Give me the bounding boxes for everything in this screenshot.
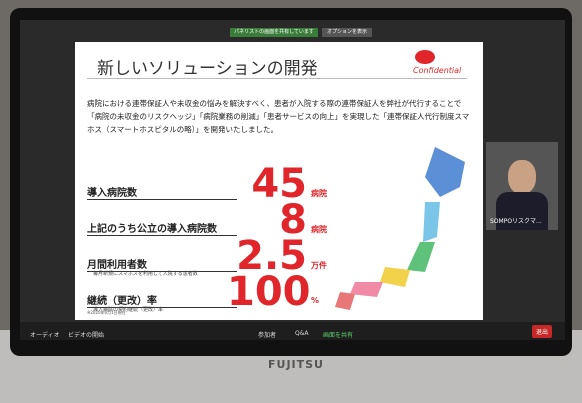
stat-value: 100 (227, 272, 307, 312)
stat-label: 上記のうち公立の導入病院数 (87, 220, 237, 236)
confidential: Confidential (413, 66, 461, 75)
share-notice: パネリストの画面を共有しています (230, 28, 318, 37)
slide-title: 新しいソリューションの開発 (97, 54, 318, 79)
slide: 新しいソリューションの開発 Confidential 病院における連帯保証人や未… (75, 42, 483, 320)
share-button[interactable]: 画面を共有 (323, 330, 353, 339)
footnote: ※2020年6月1日現在 (87, 310, 126, 316)
japan-map (325, 142, 475, 312)
stat-label: 導入病院数 (87, 184, 237, 200)
toolbar: オーディオ ビデオの開始 参加者 Q&A 画面を共有 退出 (20, 322, 565, 340)
qa-button[interactable]: Q&A (295, 330, 309, 337)
participants-button[interactable]: 参加者 (258, 330, 276, 339)
video-tile: SOMPOリスクマ... (486, 142, 558, 230)
stat-note: 毎月新規にスマホスを利用して入院する患者数 (93, 270, 198, 277)
stat-unit: % (311, 296, 319, 305)
video-button[interactable]: ビデオの開始 (68, 330, 104, 339)
stat-unit: 病院 (311, 224, 327, 235)
audio-button[interactable]: オーディオ (30, 330, 60, 339)
brand: FUJITSU (268, 358, 324, 371)
stat-unit: 万件 (311, 260, 327, 271)
video-name: SOMPOリスクマ... (490, 216, 542, 225)
title-rule (87, 78, 467, 79)
speaker (508, 160, 536, 194)
leave-button[interactable]: 退出 (532, 325, 552, 338)
photo: パネリストの画面を共有しています オプションを表示 新しいソリューションの開発 … (0, 0, 582, 403)
logo (415, 50, 435, 64)
options-button[interactable]: オプションを表示 (322, 28, 372, 37)
body-text: 病院における連帯保証人や未収金の悩みを解決すべく、患者が入院する際の連帯保証人を… (87, 97, 472, 136)
stat-unit: 病院 (311, 188, 327, 199)
